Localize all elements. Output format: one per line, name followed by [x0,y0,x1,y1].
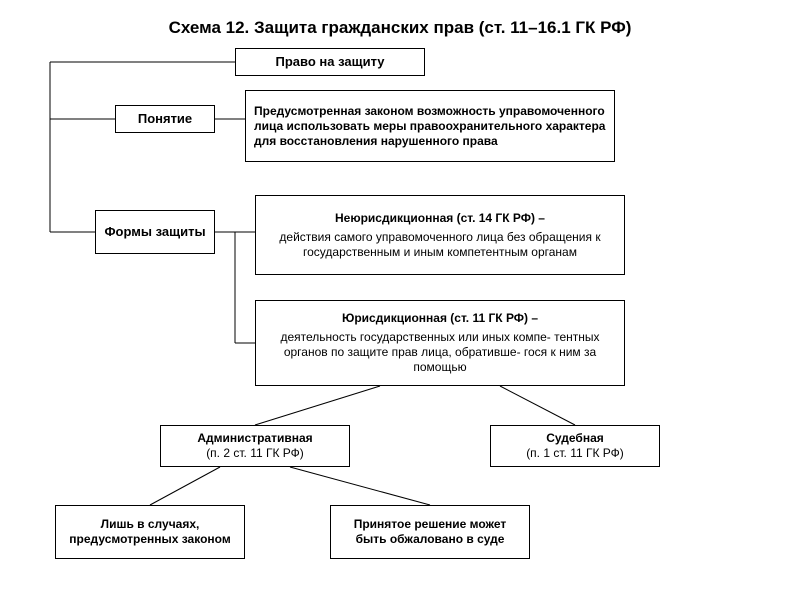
node-non-juris: Неюрисдикционная (ст. 14 ГК РФ) – действ… [255,195,625,275]
node-juris: Юрисдикционная (ст. 11 ГК РФ) – деятельн… [255,300,625,386]
node-juris-body: деятельность государственных или иных ко… [264,330,616,375]
node-court-sub: (п. 1 ст. 11 ГК РФ) [526,446,624,461]
node-court-heading: Судебная [546,431,604,446]
node-root: Право на защиту [235,48,425,76]
node-forms: Формы защиты [95,210,215,254]
edge-juris-to-admin [255,386,380,425]
node-by-law: Лишь в случаях, предусмотренных законом [55,505,245,559]
node-court: Судебная (п. 1 ст. 11 ГК РФ) [490,425,660,467]
node-root-label: Право на защиту [276,54,385,70]
node-appeal: Принятое решение может быть обжаловано в… [330,505,530,559]
node-forms-label: Формы защиты [104,224,205,240]
node-by-law-label: Лишь в случаях, предусмотренных законом [64,517,236,547]
node-appeal-label: Принятое решение может быть обжаловано в… [339,517,521,547]
node-concept-def-label: Предусмотренная законом возможность упра… [254,104,606,149]
node-non-juris-body: действия самого управомоченного лица без… [264,230,616,260]
node-non-juris-heading: Неюрисдикционная (ст. 14 ГК РФ) – [335,211,545,226]
diagram-title: Схема 12. Защита гражданских прав (ст. 1… [80,18,720,38]
edge-admin-to-appeal [290,467,430,505]
node-admin-sub: (п. 2 ст. 11 ГК РФ) [206,446,304,461]
edge-juris-to-court [500,386,575,425]
node-admin: Административная (п. 2 ст. 11 ГК РФ) [160,425,350,467]
node-concept-def: Предусмотренная законом возможность упра… [245,90,615,162]
node-concept: Понятие [115,105,215,133]
node-juris-heading: Юрисдикционная (ст. 11 ГК РФ) – [342,311,538,326]
node-admin-heading: Административная [197,431,312,446]
edge-admin-to-bylaw [150,467,220,505]
node-concept-label: Понятие [138,111,192,127]
